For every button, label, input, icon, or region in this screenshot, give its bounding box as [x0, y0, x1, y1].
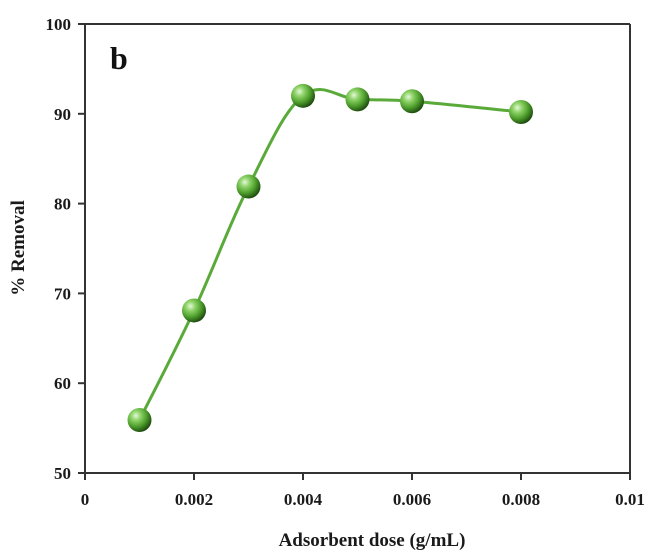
y-tick-label: 100 — [46, 15, 72, 34]
ticks: 0 0.002 0.004 0.006 0.008 0.01 50 60 70 80 90 100 — [46, 15, 645, 509]
panel-label: b — [110, 40, 128, 76]
y-tick-label: 70 — [54, 284, 71, 303]
series-line — [138, 88, 522, 421]
data-point — [291, 83, 315, 108]
x-axis-title: Adsorbent dose (g/mL) — [279, 530, 466, 551]
data-point — [345, 87, 370, 112]
data-point — [127, 408, 152, 433]
data-point — [509, 100, 533, 125]
x-tick-label: 0.002 — [175, 490, 213, 509]
markers — [127, 83, 533, 433]
x-tick-label: 0.006 — [393, 490, 431, 509]
y-tick-label: 80 — [54, 195, 71, 214]
data-point — [182, 298, 206, 323]
x-tick-label: 0.004 — [284, 490, 323, 509]
y-tick-label: 50 — [54, 464, 71, 483]
data-point — [400, 89, 424, 114]
y-axis-title: % Removal — [8, 200, 29, 296]
x-tick-label: 0 — [81, 490, 90, 509]
x-tick-label: 0.008 — [502, 490, 540, 509]
y-tick-label: 90 — [54, 105, 71, 124]
data-point — [236, 174, 261, 199]
x-tick-label: 0.01 — [615, 490, 645, 509]
y-tick-label: 60 — [54, 374, 71, 393]
